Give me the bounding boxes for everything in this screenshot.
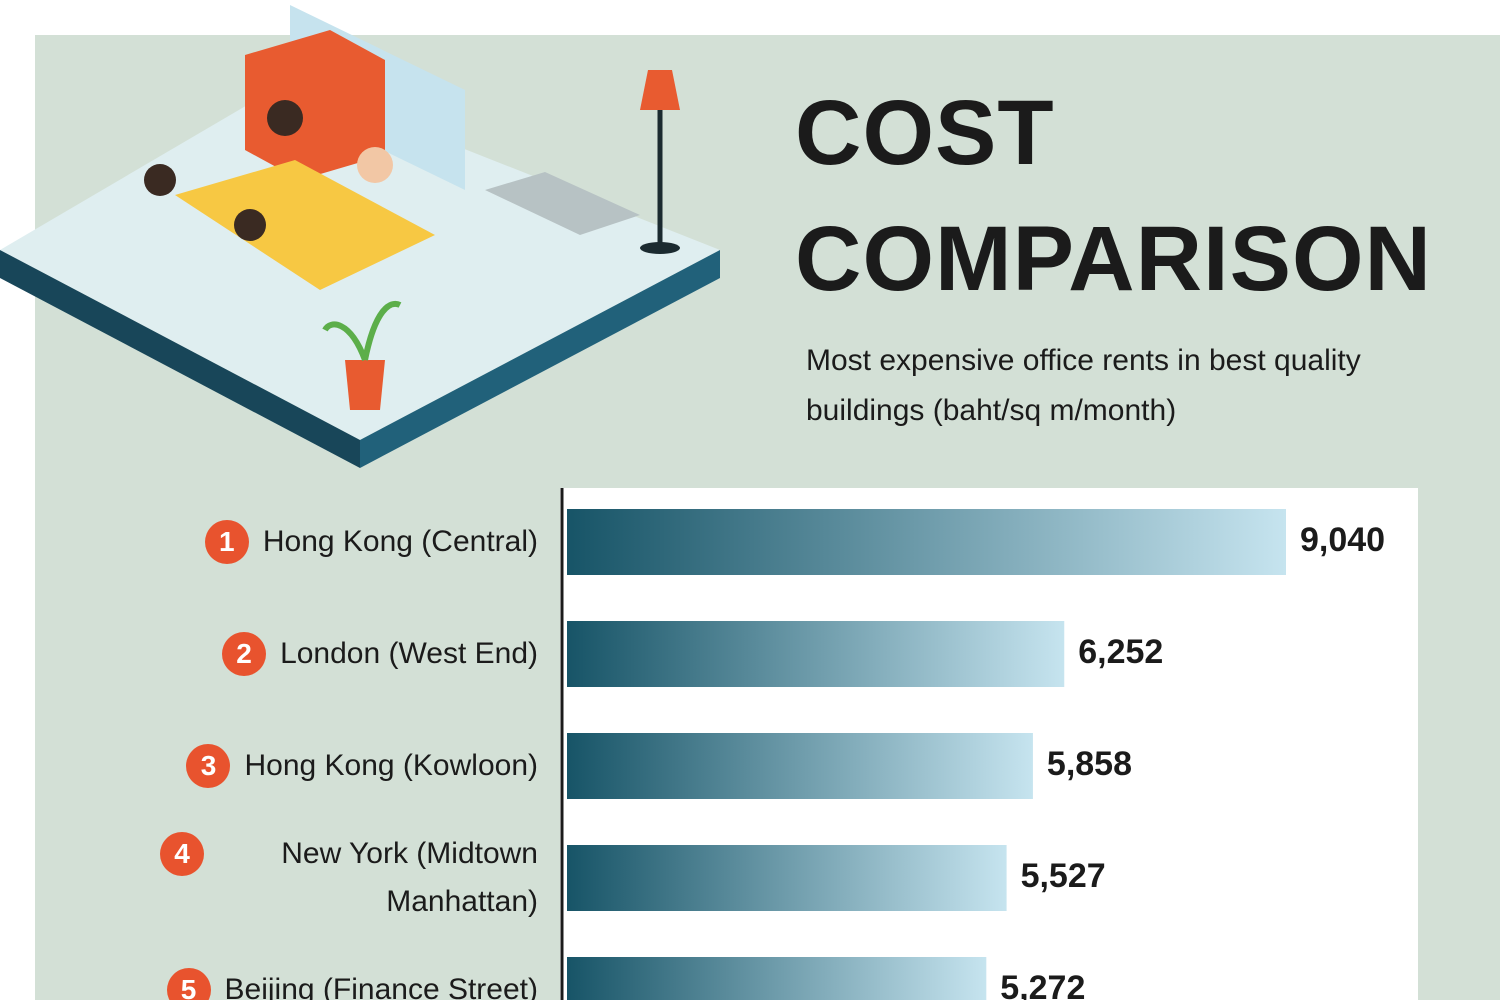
rank-badge: 4 bbox=[160, 832, 204, 876]
rank-badge: 5 bbox=[166, 968, 211, 1000]
bar bbox=[567, 845, 1007, 911]
rank-badge: 3 bbox=[186, 744, 231, 788]
category-text: Hong Kong (Central) bbox=[262, 525, 538, 558]
bar bbox=[567, 957, 987, 1000]
category-label: 4 New York (Midtown Manhattan) bbox=[160, 830, 538, 926]
category-label: 3 Hong Kong (Kowloon) bbox=[186, 742, 538, 790]
category-text: London (West End) bbox=[280, 637, 538, 670]
rank-badge: 1 bbox=[204, 520, 249, 564]
category-label: 2 London (West End) bbox=[222, 630, 538, 678]
category-text: New York (Midtown Manhattan) bbox=[281, 837, 538, 918]
rank-badge: 2 bbox=[222, 632, 267, 676]
category-label: 5 Beijing (Finance Street) bbox=[166, 966, 538, 1000]
value-label: 6,252 bbox=[1078, 633, 1163, 671]
category-text: Beijing (Finance Street) bbox=[224, 973, 538, 1000]
chart-title: COST COMPARISON bbox=[795, 82, 1432, 310]
category-label: 1 Hong Kong (Central) bbox=[204, 518, 538, 566]
value-label: 9,040 bbox=[1300, 521, 1385, 559]
value-label: 5,527 bbox=[1021, 857, 1106, 895]
value-label: 5,858 bbox=[1047, 745, 1132, 783]
chart-subtitle: Most expensive office rents in best qual… bbox=[806, 344, 1361, 427]
office-illustration bbox=[0, 5, 720, 468]
value-label: 5,272 bbox=[1000, 969, 1085, 1000]
category-text: Hong Kong (Kowloon) bbox=[244, 749, 538, 782]
bar bbox=[567, 733, 1033, 799]
bar bbox=[567, 509, 1286, 575]
bar bbox=[567, 621, 1065, 687]
